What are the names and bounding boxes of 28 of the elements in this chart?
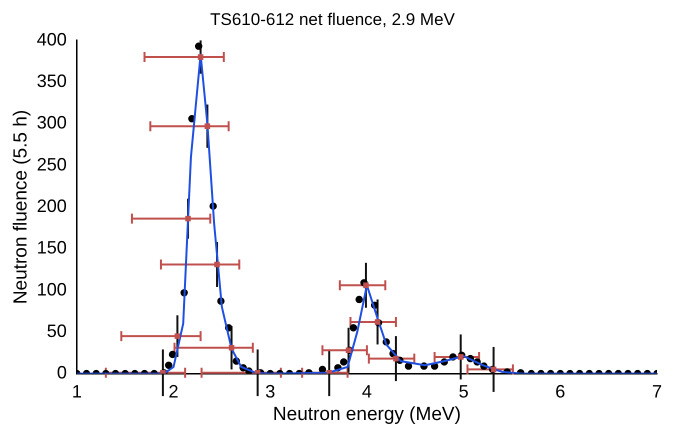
chart-title: TS610-612 net fluence, 2.9 MeV [210,10,456,29]
y-tick-label: 100 [36,279,67,300]
x-tick-label: 1 [72,381,82,402]
y-tick-label: 400 [36,29,67,50]
point [458,354,464,360]
point [198,54,204,60]
point [228,345,234,351]
point [214,262,220,268]
x-tick-label: 4 [362,381,372,402]
point [204,123,210,129]
point [185,216,191,222]
y-tick-label: 150 [36,238,67,258]
y-tick-label: 50 [46,320,67,341]
y-tick-label: 0 [56,362,67,383]
point [363,282,369,288]
y-axis-title: Neutron fluence (5.5 h) [10,110,32,304]
point [174,333,180,339]
y-tick-label: 200 [36,196,67,216]
x-axis-title: Neutron energy (MeV) [272,404,461,425]
x-tick-label: 2 [168,381,179,402]
x-tick-label: 6 [555,381,566,402]
x-tick-label: 7 [652,381,662,402]
y-tick-label: 300 [36,112,67,133]
point [393,356,399,362]
x-tick-label: 5 [458,381,469,402]
y-tick-label: 350 [36,71,67,92]
y-tick-label: 250 [36,154,67,174]
x-tick-label: 3 [265,381,276,402]
